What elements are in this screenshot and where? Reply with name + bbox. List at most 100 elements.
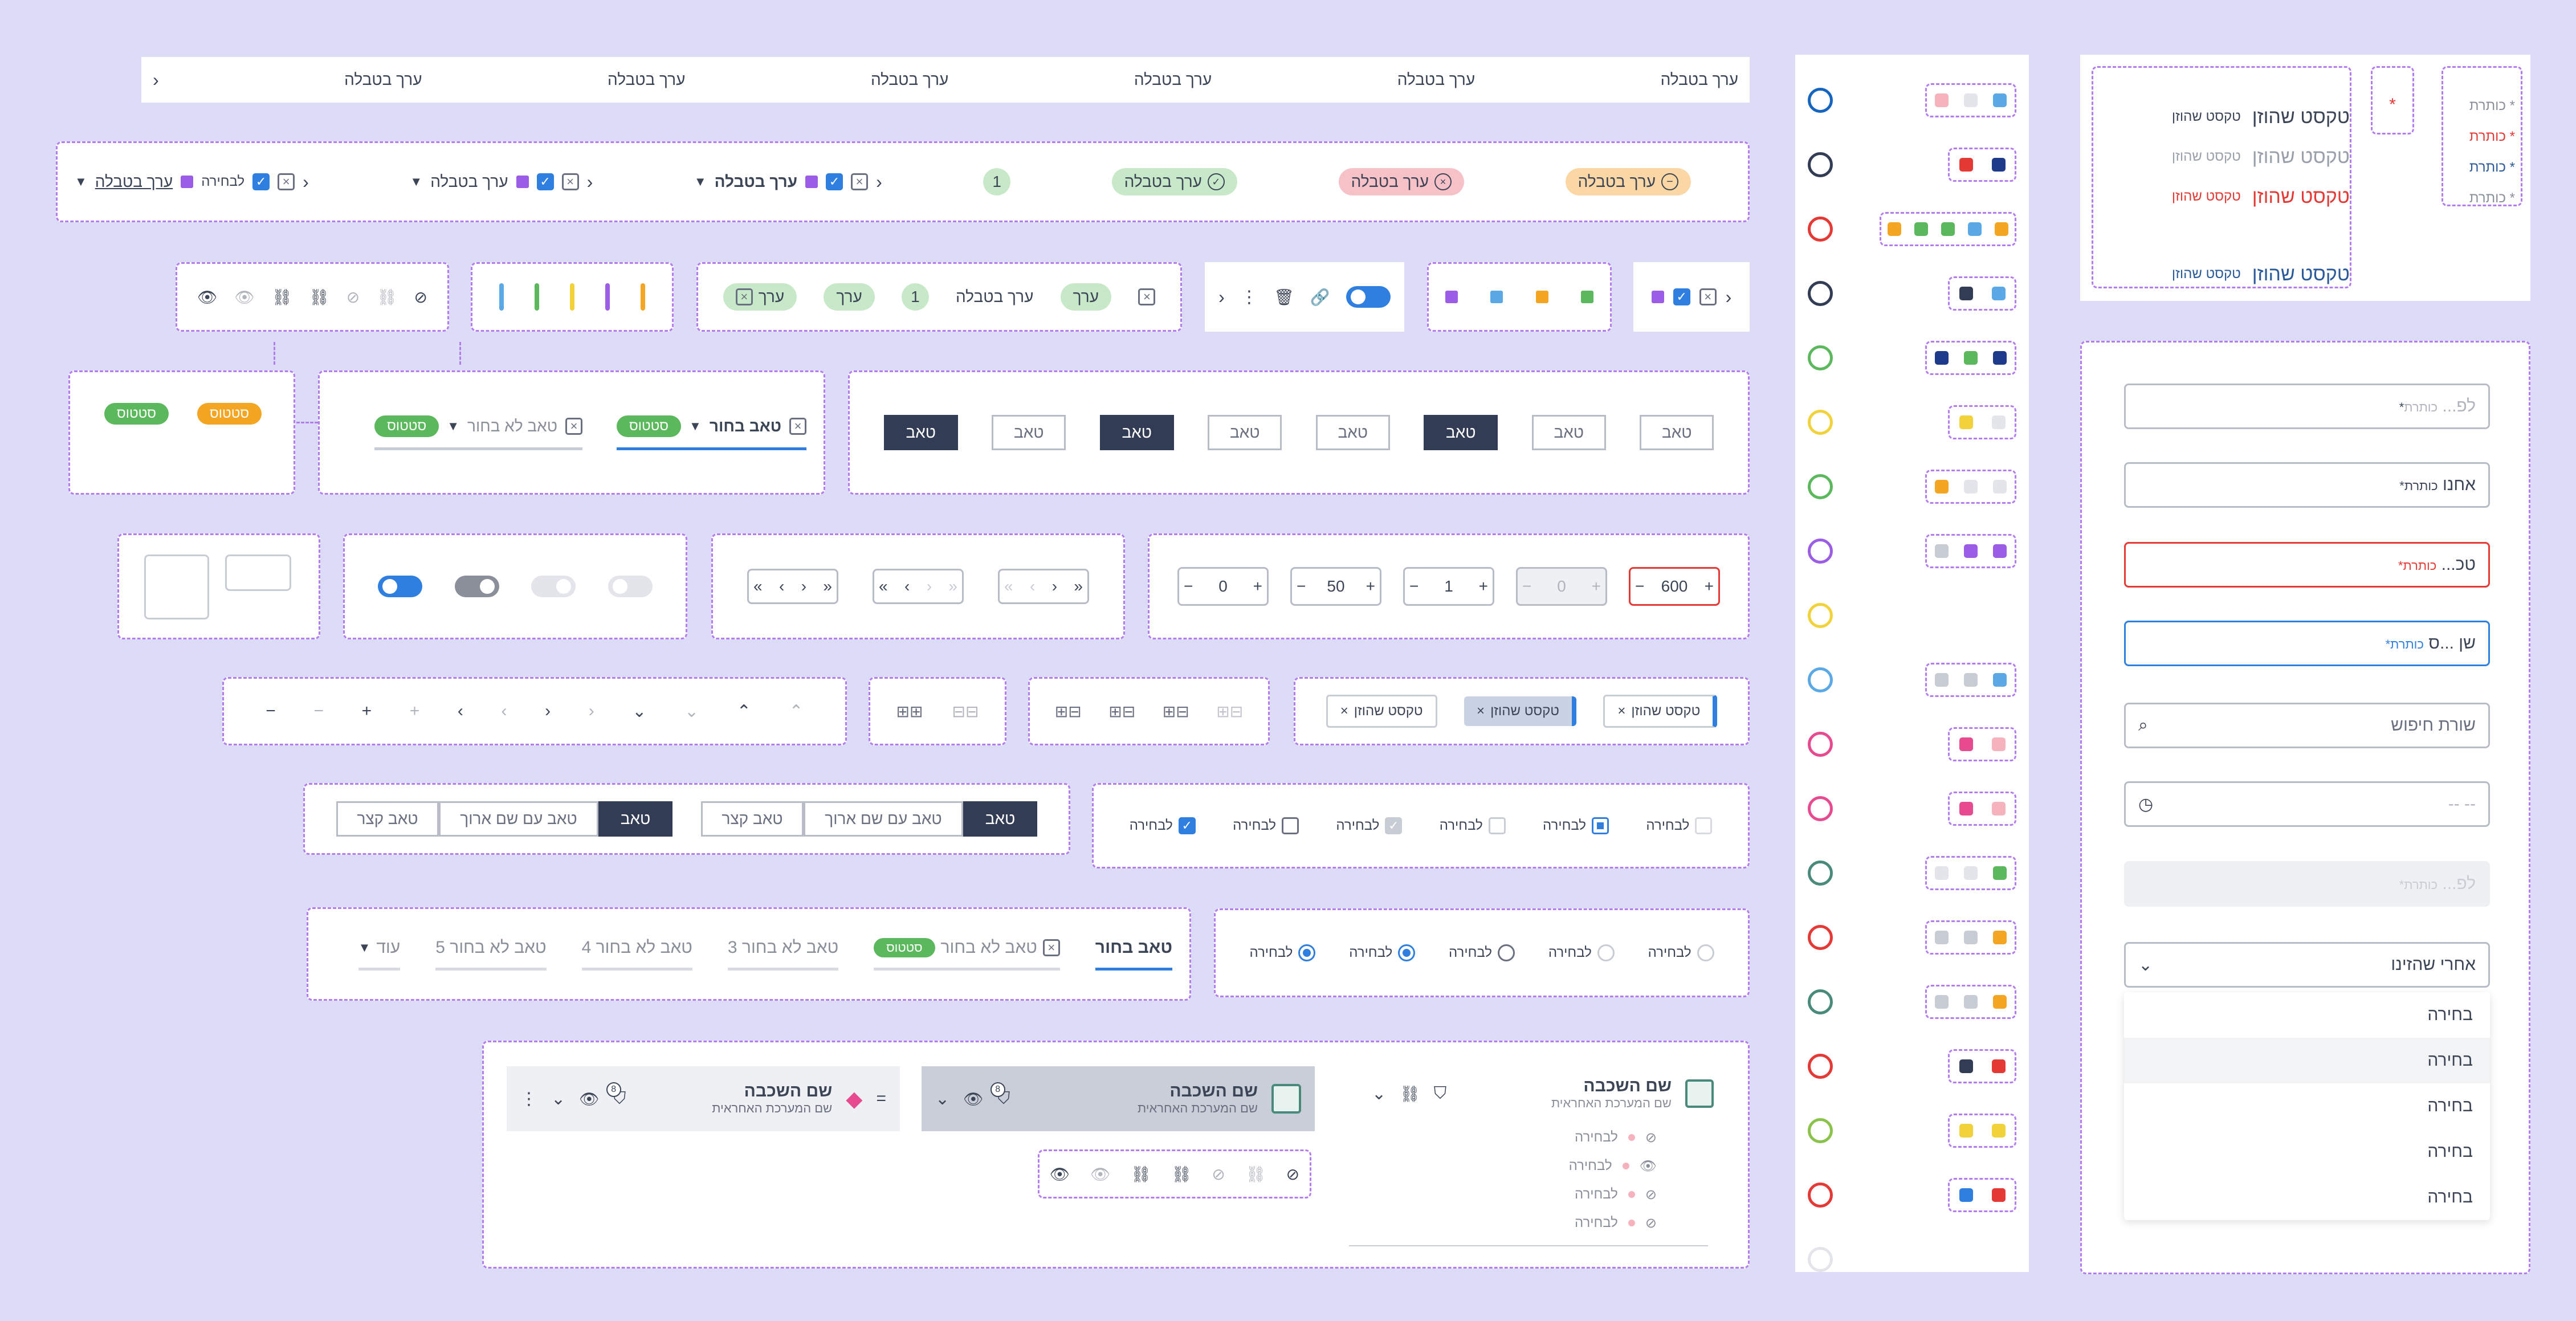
tab-selected[interactable]: טאב [883, 415, 958, 450]
chevron-down-icon[interactable]: ⌄ [935, 1089, 950, 1108]
plus-icon[interactable]: + [361, 702, 372, 720]
time-input[interactable]: ◷ -- -- [2124, 781, 2490, 827]
text-chip-selected[interactable]: × טקסט שהוזן [1464, 696, 1576, 726]
symbol-icon[interactable] [1993, 480, 2007, 494]
tab-selected-status[interactable]: × טאב בחור ▼ סטטוס [616, 415, 806, 450]
chevron-up-icon[interactable]: ⌃ [736, 702, 751, 721]
symbol-icon[interactable] [1959, 737, 1973, 751]
checkbox-checked[interactable]: ✓ [1673, 288, 1690, 305]
checkbox[interactable] [1488, 817, 1506, 834]
tab-selected[interactable]: טאב [1424, 415, 1498, 450]
minus-icon[interactable]: − [1297, 577, 1306, 595]
chevron-right-icon[interactable]: › [1218, 286, 1225, 307]
link-icon[interactable]: 🔗 [1310, 288, 1330, 306]
link-icon[interactable]: ⛓ [1171, 1165, 1192, 1183]
link-icon[interactable]: ⛓ [1131, 1165, 1151, 1183]
link-icon[interactable]: ⛓ [1400, 1084, 1420, 1103]
dropdown-option[interactable]: בחירה [2427, 1096, 2473, 1115]
x-icon[interactable]: × [789, 417, 806, 435]
checkbox[interactable] [1282, 817, 1299, 834]
caret-down-icon[interactable]: ▼ [75, 174, 87, 189]
tab[interactable]: טאב לא בחור 3 [727, 938, 839, 971]
symbol-icon[interactable] [1959, 158, 1973, 172]
eye-icon[interactable]: 👁 [234, 288, 255, 306]
x-icon[interactable]: × [565, 417, 582, 435]
symbol-icon[interactable] [1991, 287, 2006, 300]
tab-selected[interactable]: טאב בחור [1095, 938, 1172, 971]
eye-icon[interactable]: 👁 [579, 1090, 600, 1108]
segmented-control[interactable]: טאב טאב עם שם ארוך טאב קצר [701, 801, 1037, 837]
link-off-icon[interactable]: ⛓ [377, 288, 397, 306]
symbol-icon[interactable] [1993, 931, 2007, 944]
eye-icon[interactable]: 👁 [1090, 1165, 1111, 1183]
minus-icon[interactable]: − [266, 702, 276, 720]
symbol-icon[interactable] [1963, 351, 1978, 365]
quantity-stepper[interactable]: −50 + [1290, 567, 1381, 606]
symbol-icon[interactable] [1959, 1188, 1973, 1202]
chevron-down-icon[interactable]: ⌄ [632, 702, 647, 721]
chip-warning[interactable]: − ערך בטבלה [1565, 168, 1691, 195]
symbol-icon[interactable] [1934, 480, 1949, 494]
radio-selected[interactable] [1398, 944, 1416, 961]
segment-selected[interactable]: טאב [963, 801, 1037, 837]
checkbox-x[interactable]: × [851, 173, 869, 190]
tab-unselected-status[interactable]: × טאב לא בחור ▼ סטטוס [374, 415, 582, 450]
symbol-icon[interactable] [1991, 1188, 2006, 1202]
quantity-stepper-error[interactable]: −600 + [1629, 567, 1720, 606]
chevron-down-icon[interactable]: ⌄ [551, 1089, 566, 1108]
symbol-icon[interactable] [1934, 931, 1949, 944]
eye-off-icon[interactable]: ⊘ [1645, 1130, 1657, 1145]
text-field-error[interactable]: טכ... כותרת* [2124, 542, 2490, 588]
text-field-filled[interactable]: אחנו כותרת* [2124, 462, 2490, 508]
text-field-focused[interactable]: שן ...ס כותרת* [2124, 621, 2490, 666]
eye-off-icon[interactable]: ⊘ [1645, 1187, 1657, 1202]
checkbox-indeterminate[interactable] [1591, 817, 1609, 834]
search-input[interactable]: שורת חיפוש ⌕ [2124, 703, 2490, 748]
eye-off-icon[interactable]: ⊘ [414, 288, 427, 306]
more-vertical-icon[interactable]: ⋮ [1240, 287, 1258, 307]
minus-icon[interactable]: − [313, 702, 324, 720]
tab-more[interactable]: עוד ▼ [358, 938, 401, 971]
pager[interactable]: « ‹ › » [747, 569, 838, 604]
filter-icon[interactable]: ⛉ 8 [990, 1082, 1010, 1108]
radio-selected[interactable] [1298, 944, 1316, 961]
dropdown-option-hover[interactable]: בחירה [2124, 1038, 2490, 1083]
symbol-icon[interactable] [1934, 995, 1949, 1009]
eye-icon[interactable]: 👁 [197, 288, 218, 306]
symbol-icon[interactable] [1959, 287, 1973, 300]
chevron-down-icon[interactable]: ⌄ [684, 702, 699, 721]
x-icon[interactable]: × [735, 288, 753, 305]
chevron-down-icon[interactable]: ⌄ [1372, 1084, 1387, 1103]
cell-link[interactable]: ערך בטבלה [95, 173, 173, 190]
radio[interactable] [1497, 944, 1515, 961]
checkbox-x[interactable]: × [1699, 288, 1717, 305]
dropdown-option[interactable]: בחירה [2427, 1142, 2473, 1161]
checkbox-x[interactable]: × [278, 173, 295, 190]
link-icon[interactable]: ⛓ [309, 288, 329, 306]
chip[interactable]: ערך [1060, 283, 1112, 311]
symbol-icon[interactable] [1963, 480, 1978, 494]
zoom-control[interactable]: ⊞⊟ [1162, 702, 1189, 720]
tab[interactable]: טאב [1640, 415, 1714, 450]
chevron-right-icon[interactable]: › [545, 702, 551, 720]
symbol-icon[interactable] [1993, 544, 2007, 558]
symbol-icon[interactable] [1993, 673, 2007, 687]
symbol-icon[interactable] [1934, 866, 1949, 880]
symbol-icon[interactable] [1963, 673, 1978, 687]
plus-icon[interactable]: + [1478, 577, 1488, 595]
chip-error[interactable]: × ערך בטבלה [1338, 168, 1464, 195]
caret-down-icon[interactable]: ▼ [694, 174, 707, 189]
minus-icon[interactable]: − [1184, 577, 1193, 595]
link-off-icon[interactable]: ⛓ [1245, 1165, 1266, 1183]
symbol-icon[interactable] [1934, 673, 1949, 687]
tab[interactable]: טאב לא בחור 5 [435, 938, 547, 971]
pager[interactable]: « ‹ › » [873, 569, 964, 604]
chevron-right-icon[interactable]: › [588, 702, 594, 720]
segment[interactable]: טאב קצר [336, 801, 439, 837]
symbol-icon[interactable] [1959, 415, 1973, 429]
symbol-icon[interactable] [1993, 351, 2007, 365]
symbol-icon[interactable] [1994, 222, 2008, 236]
layer-item[interactable]: = ◆ שם השכבה שם המערכת האחראית ⛉ 8 👁 ⌄ ⋮ [507, 1066, 900, 1131]
caret-down-icon[interactable]: ▼ [410, 174, 423, 189]
chip-success[interactable]: ✓ ערך בטבלה [1111, 168, 1237, 195]
